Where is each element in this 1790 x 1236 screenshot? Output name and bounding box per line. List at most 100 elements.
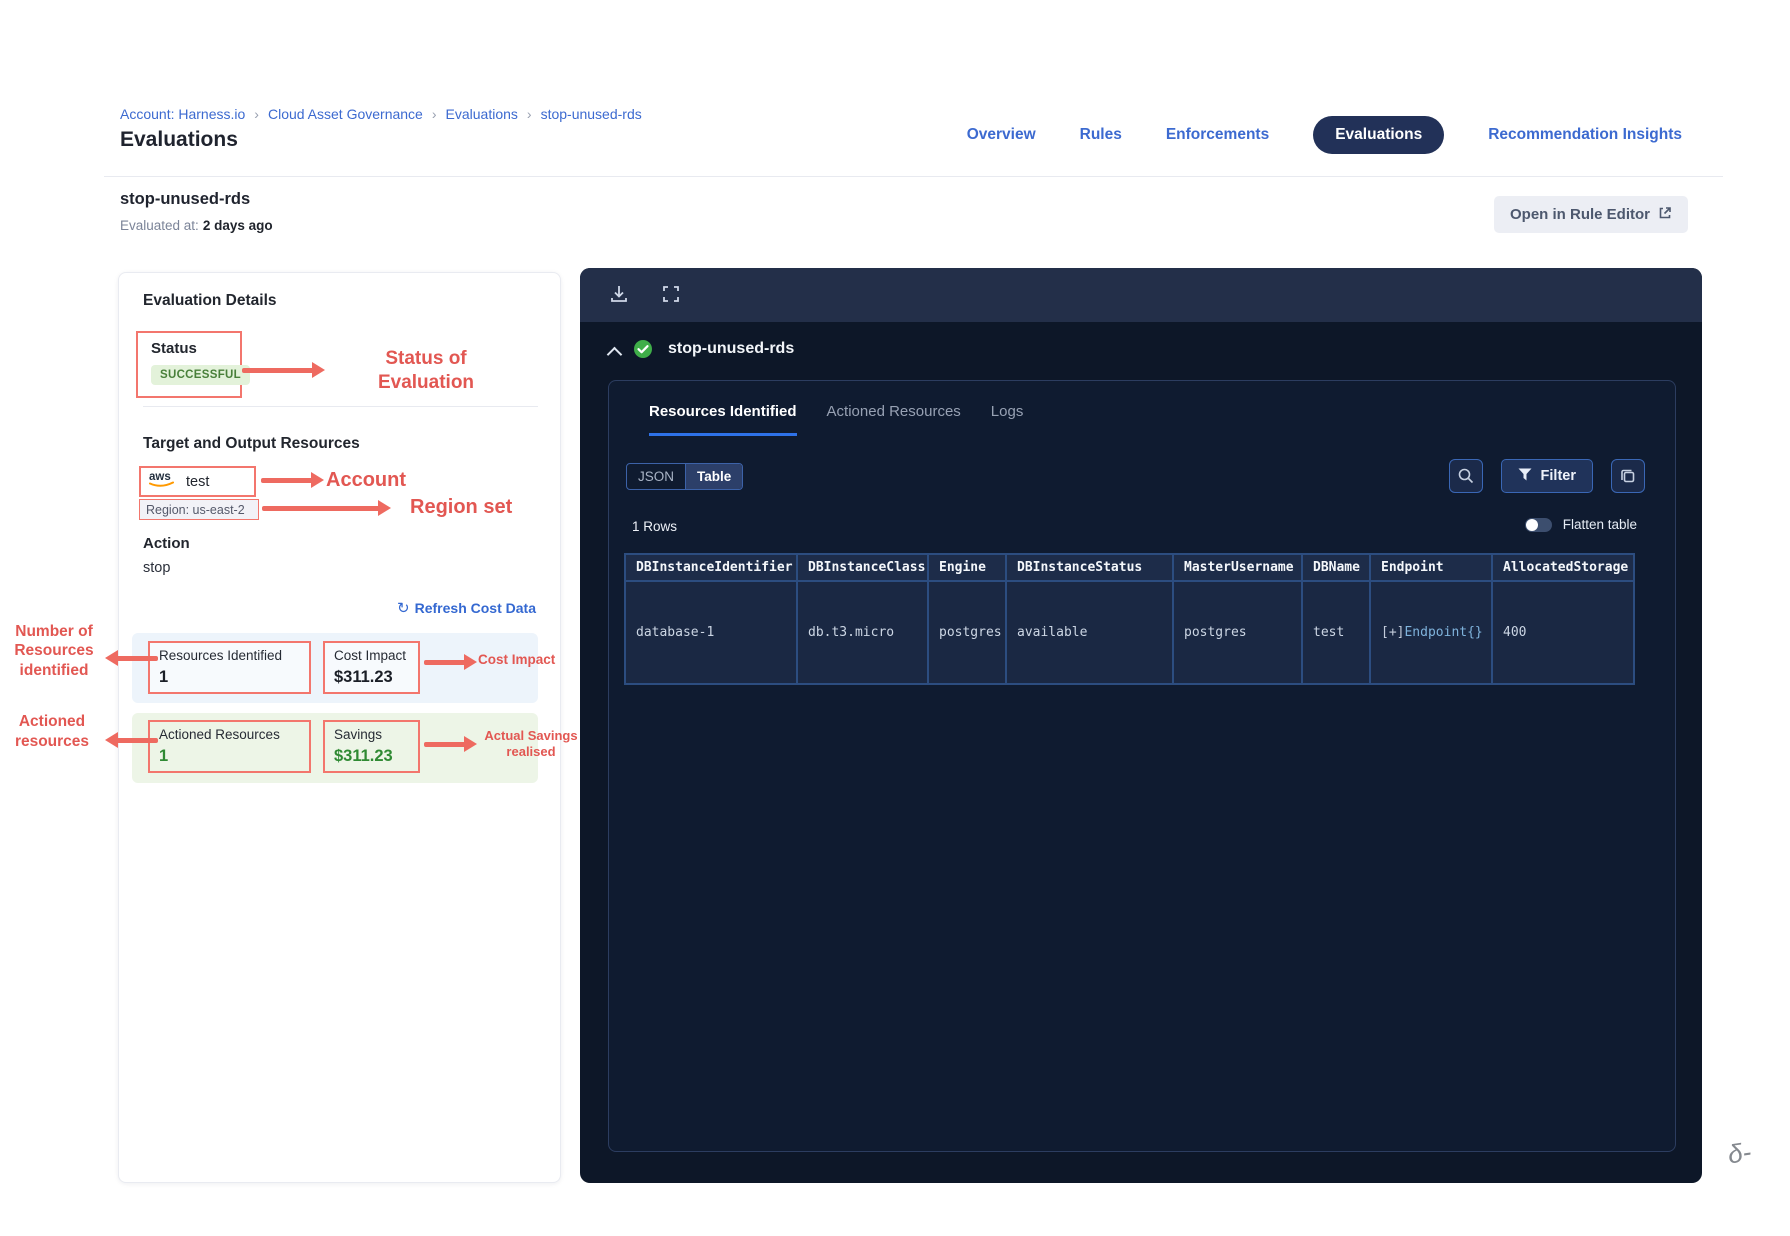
cost-impact-annotation-text: Cost Impact <box>478 652 556 667</box>
resources-identified-card: Resources Identified 1 <box>148 641 311 694</box>
action-label: Action <box>143 535 190 552</box>
flatten-table-control: Flatten table <box>1524 517 1637 532</box>
flatten-toggle[interactable] <box>1524 517 1552 532</box>
actioned-annotation-text: Actioned resources <box>14 713 90 751</box>
breadcrumb-account[interactable]: Account: Harness.io <box>120 106 246 122</box>
cost-impact-label: Cost Impact <box>334 648 407 663</box>
search-icon[interactable] <box>1448 459 1483 493</box>
tab-recommendation-insights[interactable]: Recommendation Insights <box>1488 126 1682 143</box>
table-tools: Filter <box>1448 459 1645 493</box>
savings-card: Savings $311.23 <box>323 720 420 773</box>
cost-impact-annotation-arrow <box>424 654 477 670</box>
endpoint-expand-link[interactable]: Endpoint{} <box>1404 625 1483 640</box>
status-badge: SUCCESSFUL <box>151 365 250 385</box>
region-chip: Region: us-east-2 <box>139 499 259 520</box>
status-label: Status <box>151 340 197 357</box>
viewer-tabs: Resources Identified Actioned Resources … <box>649 403 1023 436</box>
copy-icon[interactable] <box>1611 459 1645 493</box>
fullscreen-icon[interactable] <box>658 282 684 308</box>
actioned-resources-value: 1 <box>159 747 169 765</box>
evaluated-at-label: Evaluated at: <box>120 218 199 233</box>
resources-identified-label: Resources Identified <box>159 648 283 663</box>
resources-table-head-row: DBInstanceIdentifier DBInstanceClass Engin… <box>624 553 1635 582</box>
details-divider <box>143 406 538 407</box>
table-cell: test <box>1301 580 1371 685</box>
savings-annotation-arrow <box>424 736 477 752</box>
view-mode-toggle: JSON Table <box>626 463 744 490</box>
actioned-resources-label: Actioned Resources <box>159 727 280 742</box>
savings-annotation-text: Actual Savings realised <box>484 728 578 760</box>
breadcrumb-separator: › <box>254 106 259 122</box>
breadcrumb-current[interactable]: stop-unused-rds <box>540 106 642 122</box>
column-header-dbinstancestatus[interactable]: DBInstanceStatus <box>1005 553 1174 582</box>
table-cell: available <box>1005 580 1174 685</box>
table-cell: database-1 <box>624 580 798 685</box>
aws-logo-icon: aws <box>148 469 178 494</box>
viewer-evaluation-name: stop-unused-rds <box>668 340 795 357</box>
open-rule-editor-button[interactable]: Open in Rule Editor <box>1494 196 1689 233</box>
viewer-inner-card: Resources Identified Actioned Resources … <box>608 380 1676 1152</box>
filter-button[interactable]: Filter <box>1500 459 1593 493</box>
top-nav: Overview Rules Enforcements Evaluations … <box>967 116 1682 154</box>
column-header-engine[interactable]: Engine <box>927 553 1007 582</box>
breadcrumb-cloud-asset-governance[interactable]: Cloud Asset Governance <box>267 106 423 122</box>
column-header-dbname[interactable]: DBName <box>1301 553 1371 582</box>
tab-rules[interactable]: Rules <box>1079 126 1122 143</box>
table-view-segment[interactable]: Table <box>685 464 743 489</box>
header-divider <box>104 176 1723 177</box>
status-annotation-text: Status of Evaluation <box>377 348 475 393</box>
table-cell: postgres <box>1172 580 1303 685</box>
breadcrumb-evaluations[interactable]: Evaluations <box>445 106 518 122</box>
status-annotation-arrow <box>242 362 325 378</box>
evaluation-viewer-panel: stop-unused-rds Resources Identified Act… <box>580 268 1702 1183</box>
region-annotation-arrow <box>262 500 391 516</box>
column-header-endpoint[interactable]: Endpoint <box>1369 553 1493 582</box>
tab-resources-identified[interactable]: Resources Identified <box>649 403 797 436</box>
tab-evaluations[interactable]: Evaluations <box>1313 116 1445 154</box>
tab-enforcements[interactable]: Enforcements <box>1165 126 1270 143</box>
filter-icon <box>1518 468 1532 485</box>
resources-table: DBInstanceIdentifier DBInstanceClass Engin… <box>624 553 1635 685</box>
cost-impact-value: $311.23 <box>334 668 393 686</box>
tab-actioned-resources[interactable]: Actioned Resources <box>826 403 961 420</box>
json-view-segment[interactable]: JSON <box>638 469 675 484</box>
account-name: test <box>186 473 210 490</box>
signature-glyph: δ- <box>1725 1136 1754 1170</box>
savings-label: Savings <box>334 727 383 742</box>
collapse-chevron-icon[interactable] <box>606 346 623 363</box>
table-cell: db.t3.micro <box>796 580 929 685</box>
column-header-allocatedstorage[interactable]: AllocatedStorage <box>1491 553 1635 582</box>
table-row[interactable]: database-1 db.t3.micro postgres available po… <box>624 580 1635 685</box>
tab-overview[interactable]: Overview <box>966 126 1036 143</box>
refresh-link-label: Refresh Cost Data <box>414 600 536 616</box>
resources-identified-value: 1 <box>159 668 169 686</box>
column-header-dbinstanceclass[interactable]: DBInstanceClass <box>796 553 929 582</box>
page-title: Evaluations <box>120 128 238 151</box>
account-annotation-arrow <box>261 472 324 488</box>
cost-impact-card: Cost Impact $311.23 <box>323 641 420 694</box>
actioned-resources-card: Actioned Resources 1 <box>148 720 311 773</box>
external-link-icon <box>1658 206 1672 224</box>
success-check-icon <box>633 339 653 364</box>
viewer-toolbar <box>580 268 1702 322</box>
tab-logs[interactable]: Logs <box>990 403 1024 420</box>
svg-text:aws: aws <box>149 471 171 483</box>
resources-annotation-text: Number of Resources identified <box>14 623 94 679</box>
column-header-dbinstanceidentifier[interactable]: DBInstanceIdentifier <box>624 553 798 582</box>
evaluation-name: stop-unused-rds <box>120 190 251 208</box>
identified-metrics-row: Resources Identified 1 Cost Impact $311.… <box>132 633 538 703</box>
status-annotation-box: Status SUCCESSFUL <box>136 331 250 398</box>
rows-count: 1 Rows <box>632 519 678 534</box>
resources-table-body: database-1 db.t3.micro postgres available po… <box>624 580 1635 685</box>
refresh-icon: ↻ <box>397 600 410 617</box>
open-rule-editor-label: Open in Rule Editor <box>1510 206 1651 223</box>
target-heading: Target and Output Resources <box>143 435 360 452</box>
evaluation-details-card: Evaluation Details Status SUCCESSFUL Tar… <box>118 272 561 1183</box>
column-header-masterusername[interactable]: MasterUsername <box>1172 553 1303 582</box>
actioned-annotation-arrow <box>105 732 158 748</box>
action-value: stop <box>143 560 171 576</box>
refresh-cost-data-link[interactable]: ↻ Refresh Cost Data <box>397 599 536 617</box>
savings-value: $311.23 <box>334 747 393 765</box>
download-icon[interactable] <box>606 282 632 308</box>
